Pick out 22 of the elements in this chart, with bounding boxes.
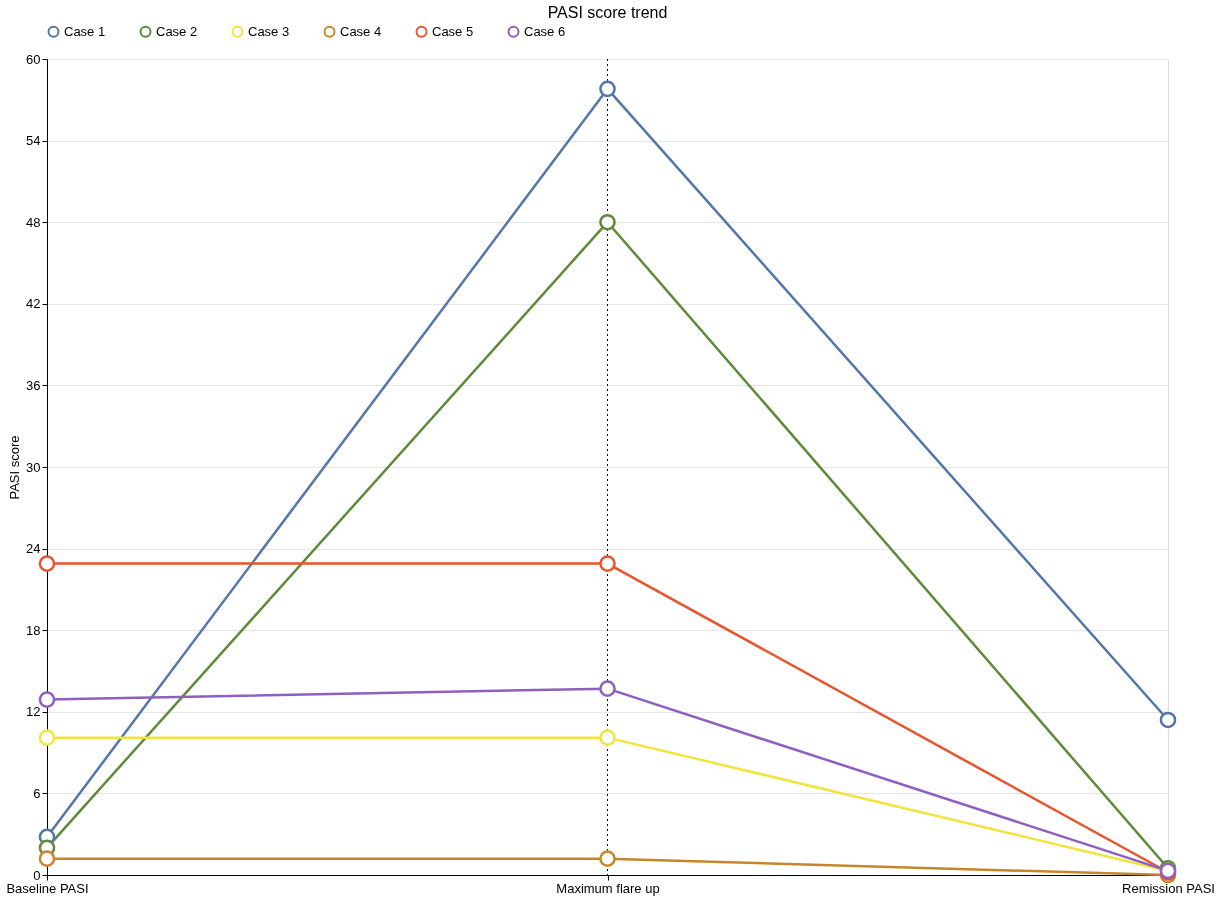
y-tick-label: 36 <box>26 377 41 393</box>
legend-label: Case 2 <box>156 23 198 39</box>
y-tick-label: 6 <box>33 785 41 801</box>
legend-label: Case 4 <box>340 23 382 39</box>
chart-title: PASI score trend <box>547 4 668 21</box>
y-tick-label: 0 <box>33 867 41 883</box>
y-tick-label: 30 <box>26 459 41 475</box>
x-tick-label: Maximum flare up <box>556 880 660 896</box>
x-tick-label: Baseline PASI <box>6 880 89 896</box>
legend-label: Case 6 <box>524 23 566 39</box>
y-tick-label: 12 <box>26 704 41 720</box>
legend-label: Case 3 <box>248 23 290 39</box>
y-tick-label: 54 <box>26 133 41 149</box>
y-axis-title: PASI score <box>7 435 23 500</box>
y-tick-label: 42 <box>26 296 41 312</box>
y-tick-label: 48 <box>26 214 41 230</box>
y-tick-label: 24 <box>26 541 41 557</box>
y-tick-label: 18 <box>26 622 41 638</box>
x-tick-label: Remission PASI <box>1122 880 1215 896</box>
legend-label: Case 1 <box>64 23 106 39</box>
legend-label: Case 5 <box>432 23 474 39</box>
y-tick-label: 60 <box>26 51 41 67</box>
